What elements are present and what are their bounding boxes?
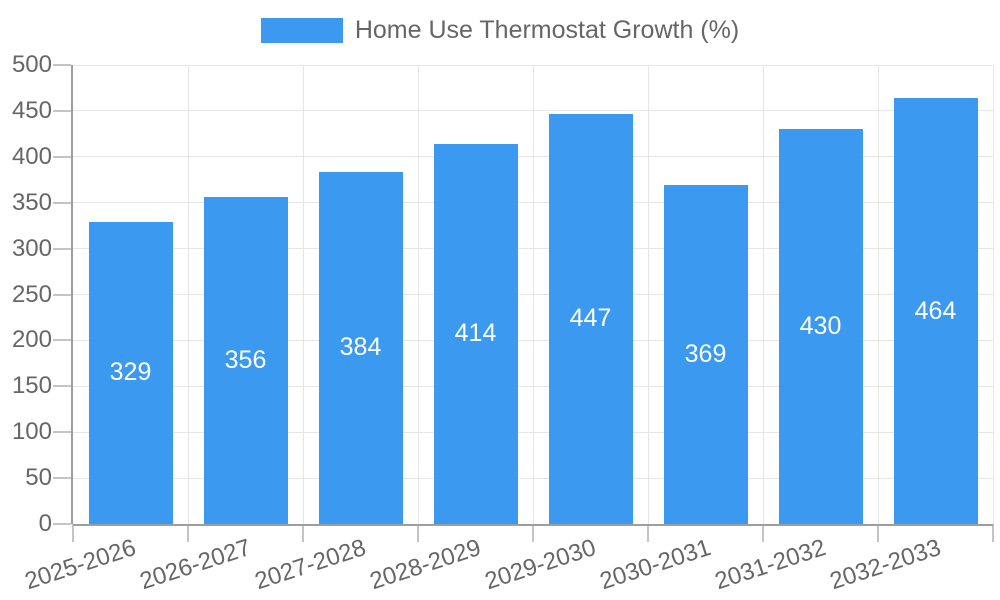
bar[interactable]: 447 (548, 113, 633, 524)
bar-value-label: 447 (569, 304, 612, 333)
y-axis-tick-label: 350 (11, 188, 52, 216)
bar-value-label: 369 (684, 340, 727, 369)
y-axis-tick (53, 247, 71, 250)
y-axis-tick (53, 109, 71, 112)
x-axis-tick-label: 2026-2027 (136, 534, 254, 596)
y-axis-tick (53, 64, 71, 66)
x-gridline (417, 65, 419, 524)
y-axis-tick-label: 0 (38, 510, 52, 537)
y-axis-tick-label: 450 (11, 96, 52, 124)
x-axis-tick (762, 524, 764, 542)
x-gridline (532, 65, 534, 524)
bar-value-label: 384 (339, 333, 382, 362)
x-gridline (762, 65, 764, 524)
x-axis-tick-label: 2031-2032 (711, 534, 829, 596)
x-gridline (187, 65, 189, 524)
y-axis-tick-label: 250 (11, 280, 52, 308)
bar-value-label: 329 (109, 358, 152, 387)
x-axis-tick (187, 524, 189, 542)
bar[interactable]: 430 (778, 129, 863, 524)
y-axis-tick (53, 201, 71, 204)
x-gridline (302, 65, 304, 524)
bar[interactable]: 464 (893, 98, 978, 524)
x-axis-tick-label: 2028-2029 (366, 534, 484, 596)
x-axis-tick-label: 2032-2033 (826, 534, 944, 596)
x-axis-tick (417, 524, 419, 542)
y-axis-tick (53, 293, 71, 296)
y-axis-tick-label: 150 (11, 372, 52, 400)
legend-label: Home Use Thermostat Growth (%) (354, 16, 740, 44)
bar-value-label: 356 (224, 346, 267, 375)
x-gridline (992, 65, 994, 524)
legend[interactable]: Home Use Thermostat Growth (%) (0, 16, 1000, 45)
bar[interactable]: 369 (663, 185, 748, 524)
bar-value-label: 414 (454, 319, 497, 348)
plot-area: 329 356 384 414 447 369 430 464 (53, 64, 994, 542)
x-gridline (647, 65, 649, 524)
y-axis-tick-label: 200 (11, 326, 52, 354)
y-axis-tick (53, 431, 71, 434)
x-axis-tick (302, 524, 304, 542)
y-axis-tick-label: 50 (25, 464, 52, 492)
legend-color-swatch (260, 18, 343, 43)
y-axis-tick (53, 155, 71, 158)
bar[interactable]: 356 (203, 197, 288, 524)
y-axis-tick (53, 385, 71, 388)
x-axis-tick-label: 2027-2028 (251, 534, 369, 596)
x-axis-tick (992, 524, 994, 542)
x-axis-tick-label: 2029-2030 (481, 534, 599, 596)
y-axis-tick (53, 339, 71, 342)
bar[interactable]: 329 (88, 221, 173, 524)
y-axis-tick-label: 400 (11, 142, 52, 170)
x-axis-tick-label: 2030-2031 (596, 534, 714, 596)
bar[interactable]: 384 (318, 171, 403, 524)
x-axis-tick (72, 524, 74, 542)
y-axis-tick (53, 477, 71, 480)
y-axis-tick-label: 100 (11, 418, 52, 446)
x-axis-tick (877, 524, 879, 542)
x-axis-tick (532, 524, 534, 542)
bar[interactable]: 414 (433, 143, 518, 524)
x-axis-tick-label: 2025-2026 (21, 534, 139, 596)
y-axis-tick-label: 500 (11, 51, 52, 78)
x-axis-tick (647, 524, 649, 542)
y-axis-tick (53, 523, 71, 525)
y-axis-tick-label: 300 (11, 234, 52, 262)
bar-value-label: 430 (799, 312, 842, 341)
bar-value-label: 464 (914, 296, 957, 325)
y-axis-line (71, 65, 73, 524)
x-axis-line (73, 524, 993, 526)
x-gridline (877, 65, 879, 524)
